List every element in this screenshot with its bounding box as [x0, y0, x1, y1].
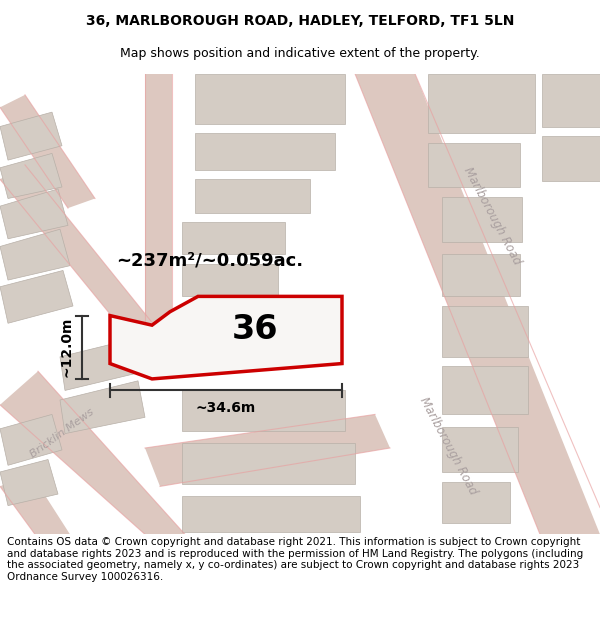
Polygon shape [442, 306, 528, 357]
Polygon shape [0, 271, 73, 323]
Polygon shape [355, 74, 600, 534]
Polygon shape [542, 74, 600, 126]
Polygon shape [442, 197, 522, 242]
Polygon shape [0, 112, 62, 160]
Text: Marlborough Road: Marlborough Road [461, 165, 523, 267]
Text: 36: 36 [232, 314, 278, 346]
Polygon shape [182, 391, 345, 431]
Polygon shape [182, 496, 360, 532]
Polygon shape [0, 459, 58, 506]
Polygon shape [0, 189, 68, 239]
Polygon shape [60, 381, 145, 434]
Text: ~34.6m: ~34.6m [196, 401, 256, 415]
Text: Map shows position and indicative extent of the property.: Map shows position and indicative extent… [120, 47, 480, 59]
Polygon shape [182, 443, 355, 484]
Polygon shape [442, 254, 520, 296]
Polygon shape [442, 482, 510, 523]
Polygon shape [182, 264, 278, 296]
Text: Bricklin Mews: Bricklin Mews [28, 408, 96, 460]
Polygon shape [0, 229, 70, 280]
Polygon shape [0, 414, 62, 465]
Polygon shape [542, 136, 600, 181]
Polygon shape [60, 338, 145, 391]
Polygon shape [0, 371, 185, 534]
Text: Marlborough Road: Marlborough Road [417, 395, 479, 497]
Text: Contains OS data © Crown copyright and database right 2021. This information is : Contains OS data © Crown copyright and d… [7, 537, 583, 582]
Polygon shape [182, 222, 285, 254]
Polygon shape [0, 153, 62, 199]
Polygon shape [0, 95, 95, 208]
Polygon shape [442, 427, 518, 472]
Polygon shape [195, 179, 310, 213]
Polygon shape [145, 74, 172, 362]
Polygon shape [110, 296, 342, 379]
Text: ~12.0m: ~12.0m [59, 317, 73, 378]
Polygon shape [428, 143, 520, 187]
Polygon shape [195, 74, 345, 124]
Text: ~237m²/~0.059ac.: ~237m²/~0.059ac. [116, 252, 304, 270]
Polygon shape [195, 133, 335, 170]
Polygon shape [428, 74, 535, 133]
Polygon shape [442, 366, 528, 414]
Polygon shape [182, 306, 340, 335]
Polygon shape [0, 165, 172, 357]
Polygon shape [145, 414, 390, 486]
Polygon shape [0, 472, 70, 534]
Text: 36, MARLBOROUGH ROAD, HADLEY, TELFORD, TF1 5LN: 36, MARLBOROUGH ROAD, HADLEY, TELFORD, T… [86, 14, 514, 28]
